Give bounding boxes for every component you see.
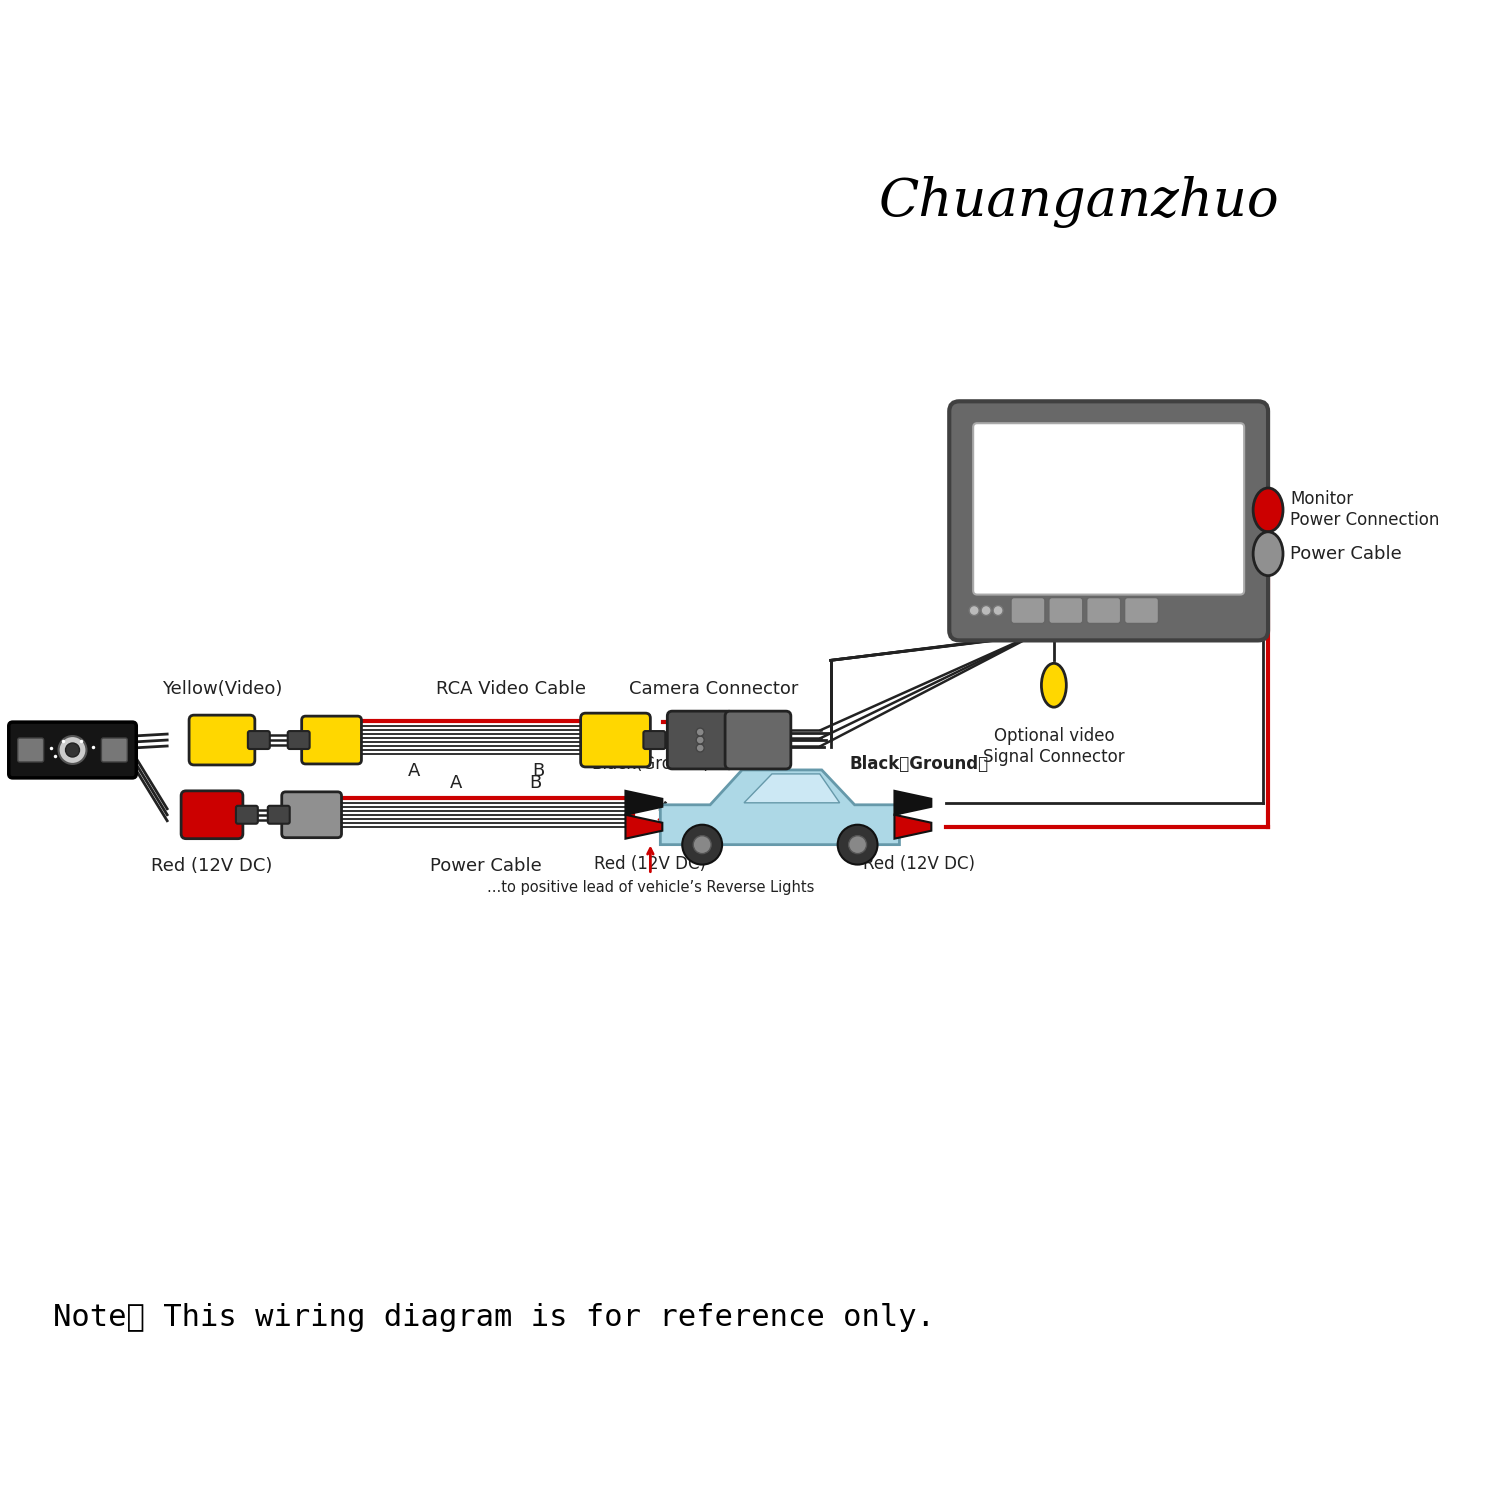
FancyBboxPatch shape (102, 738, 128, 762)
Text: Black(Ground): Black(Ground) (591, 754, 710, 772)
FancyBboxPatch shape (580, 712, 651, 766)
FancyBboxPatch shape (282, 792, 342, 837)
FancyBboxPatch shape (288, 730, 309, 748)
FancyBboxPatch shape (1011, 597, 1046, 624)
FancyBboxPatch shape (974, 423, 1244, 594)
Text: Red (12V DC): Red (12V DC) (864, 855, 975, 873)
Text: Power Cable: Power Cable (430, 856, 542, 874)
Text: Optional video
Signal Connector: Optional video Signal Connector (982, 728, 1125, 766)
Text: ...to positive lead of vehicle’s Reverse Lights: ...to positive lead of vehicle’s Reverse… (486, 879, 814, 894)
Text: Camera Connector: Camera Connector (630, 680, 800, 698)
Polygon shape (626, 815, 663, 839)
FancyBboxPatch shape (236, 806, 258, 824)
Circle shape (66, 742, 80, 758)
Circle shape (969, 606, 980, 615)
Text: Monitor
Power Connection: Monitor Power Connection (1290, 490, 1440, 530)
Circle shape (849, 836, 867, 854)
FancyBboxPatch shape (18, 738, 44, 762)
Circle shape (682, 825, 722, 864)
Text: Power Cable: Power Cable (1290, 544, 1401, 562)
Text: Chuanganzhuo: Chuanganzhuo (879, 176, 1280, 228)
FancyBboxPatch shape (1125, 597, 1158, 624)
FancyBboxPatch shape (268, 806, 290, 824)
Text: Yellow(Video): Yellow(Video) (162, 680, 282, 698)
Circle shape (696, 736, 703, 744)
FancyBboxPatch shape (724, 711, 790, 770)
Text: Red (12V DC): Red (12V DC) (152, 856, 273, 874)
Text: Note： This wiring diagram is for reference only.: Note： This wiring diagram is for referen… (53, 1304, 934, 1332)
FancyBboxPatch shape (668, 711, 734, 770)
Circle shape (837, 825, 878, 864)
Polygon shape (744, 774, 840, 802)
Polygon shape (626, 790, 663, 814)
Circle shape (993, 606, 1004, 615)
Text: Black（Ground）: Black（Ground） (850, 754, 988, 772)
Circle shape (981, 606, 992, 615)
Ellipse shape (1252, 532, 1282, 576)
Text: A: A (408, 762, 420, 780)
FancyBboxPatch shape (1048, 597, 1083, 624)
Ellipse shape (1252, 488, 1282, 532)
FancyBboxPatch shape (189, 716, 255, 765)
Text: A: A (450, 774, 462, 792)
Polygon shape (660, 770, 900, 844)
FancyBboxPatch shape (248, 730, 270, 748)
Circle shape (693, 836, 711, 854)
FancyBboxPatch shape (182, 790, 243, 838)
Text: Red (12V DC): Red (12V DC) (594, 855, 706, 873)
FancyBboxPatch shape (302, 716, 362, 764)
Circle shape (696, 744, 703, 752)
FancyBboxPatch shape (9, 722, 136, 778)
Polygon shape (894, 790, 932, 814)
Circle shape (58, 736, 87, 764)
FancyBboxPatch shape (950, 402, 1268, 640)
FancyBboxPatch shape (644, 730, 666, 748)
FancyBboxPatch shape (1086, 597, 1120, 624)
Polygon shape (894, 815, 932, 839)
Text: B: B (532, 762, 544, 780)
Text: B: B (530, 774, 542, 792)
Ellipse shape (1041, 663, 1066, 706)
Text: RCA Video Cable: RCA Video Cable (436, 680, 586, 698)
Circle shape (696, 728, 703, 736)
